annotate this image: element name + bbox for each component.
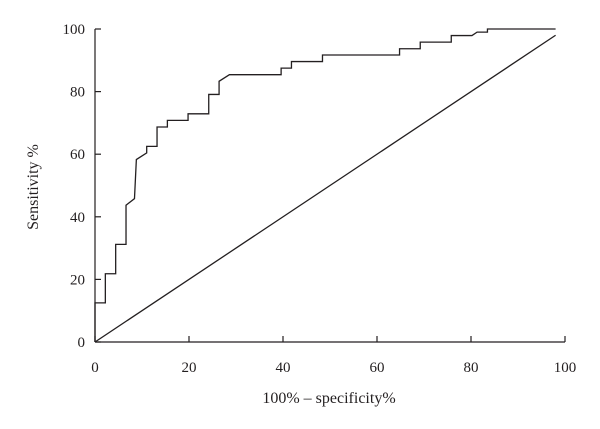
- x-tick-label: 20: [182, 360, 197, 376]
- roc-curve-line: [94, 28, 556, 342]
- x-tick-label: 40: [276, 360, 291, 376]
- y-tick-label: 100: [63, 22, 86, 38]
- chart-curves: [94, 28, 556, 343]
- x-tick-label: 60: [370, 360, 385, 376]
- x-tick-label: 80: [464, 360, 479, 376]
- x-tick-label: 0: [91, 360, 99, 376]
- chart-axes: 0 20 40 60 80 100 0 20 40 60 80 100: [63, 22, 577, 376]
- y-tick-label: 40: [70, 210, 85, 226]
- y-tick-label: 60: [70, 147, 85, 163]
- y-tick-label: 80: [70, 85, 85, 101]
- y-tick-label: 20: [70, 272, 85, 288]
- reference-diagonal-line: [94, 34, 556, 343]
- x-tick-label: 100: [554, 360, 577, 376]
- y-axis-label: Sensitivity %: [25, 144, 42, 230]
- y-tick-label: 0: [78, 335, 86, 351]
- x-axis-label: 100% – specificity%: [262, 390, 395, 407]
